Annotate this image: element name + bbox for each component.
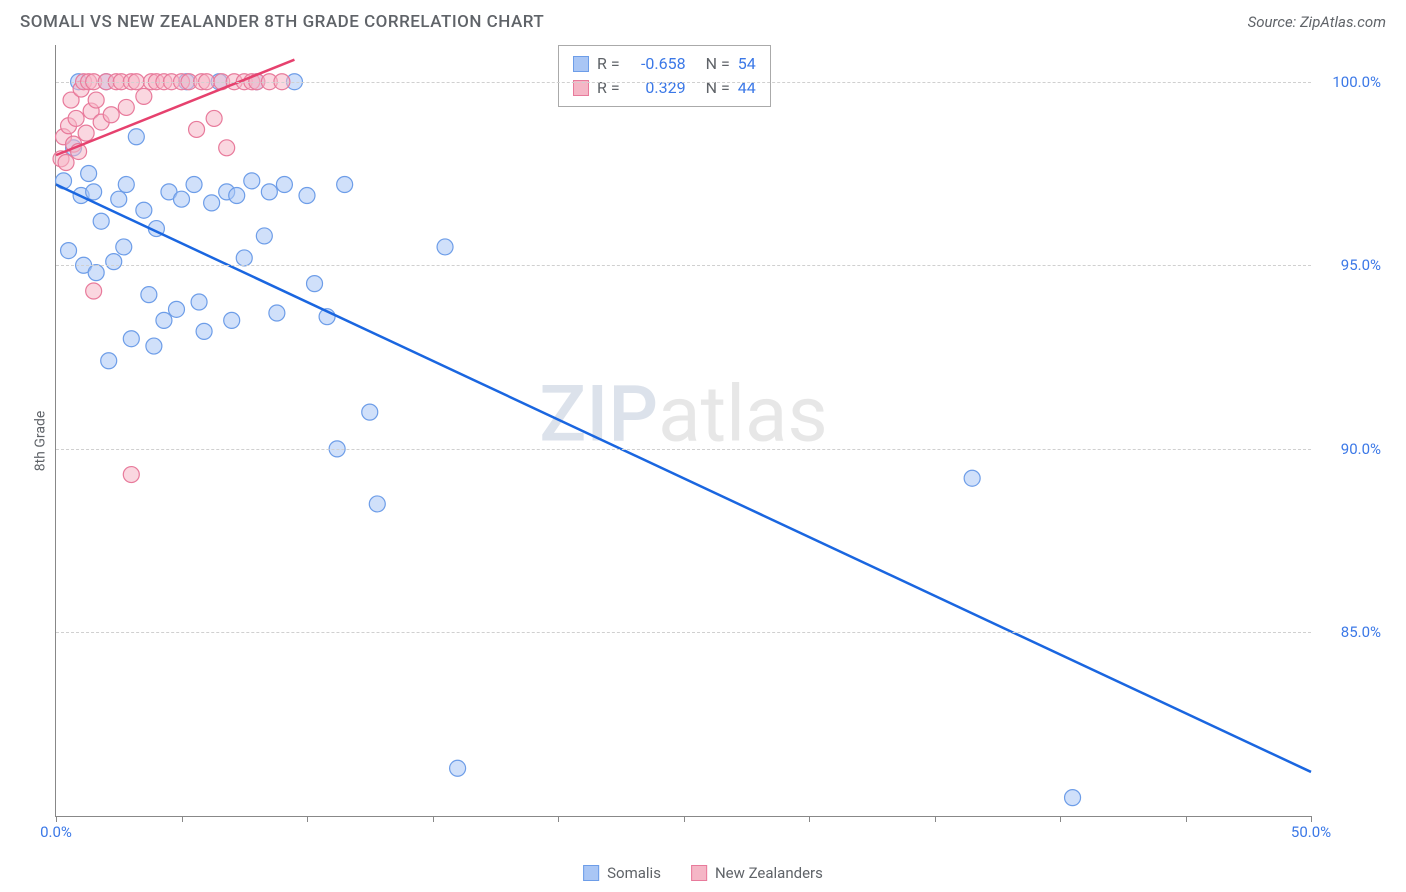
x-tick	[684, 816, 685, 822]
data-point	[1065, 790, 1081, 806]
legend: Somalis New Zealanders	[583, 864, 823, 882]
data-point	[123, 467, 139, 483]
data-point	[88, 265, 104, 281]
data-point	[174, 191, 190, 207]
x-tick-label: 0.0%	[40, 823, 72, 841]
source-label: Source: ZipAtlas.com	[1248, 13, 1386, 31]
data-point	[81, 166, 97, 182]
gridline	[56, 449, 1311, 450]
stats-r-value: -0.658	[628, 52, 686, 76]
trend-line	[56, 185, 1311, 772]
data-point	[204, 195, 220, 211]
data-point	[118, 177, 134, 193]
data-point	[229, 188, 245, 204]
gridline	[56, 265, 1311, 266]
y-tick-label: 95.0%	[1341, 256, 1381, 274]
data-point	[299, 188, 315, 204]
header: SOMALI VS NEW ZEALANDER 8TH GRADE CORREL…	[0, 0, 1406, 40]
data-point	[136, 88, 152, 104]
gridline	[56, 632, 1311, 633]
data-point	[141, 287, 157, 303]
data-point	[191, 294, 207, 310]
data-point	[106, 254, 122, 270]
data-point	[244, 173, 260, 189]
data-point	[186, 177, 202, 193]
data-point	[261, 184, 277, 200]
x-tick	[809, 816, 810, 822]
data-point	[168, 301, 184, 317]
data-point	[88, 92, 104, 108]
data-point	[58, 154, 74, 170]
x-tick	[182, 816, 183, 822]
data-point	[93, 213, 109, 229]
data-point	[101, 353, 117, 369]
x-tick	[558, 816, 559, 822]
data-point	[307, 276, 323, 292]
data-point	[86, 283, 102, 299]
data-point	[68, 110, 84, 126]
data-point	[103, 107, 119, 123]
data-point	[236, 250, 252, 266]
data-point	[256, 228, 272, 244]
y-tick-label: 85.0%	[1341, 623, 1381, 641]
data-point	[276, 177, 292, 193]
data-point	[369, 496, 385, 512]
gridline	[56, 82, 1311, 83]
stats-box: R = -0.658 N = 54 R = 0.329 N = 44	[558, 45, 771, 107]
stats-n-value: 54	[738, 52, 756, 76]
chart-title: SOMALI VS NEW ZEALANDER 8TH GRADE CORREL…	[20, 12, 544, 32]
legend-label: New Zealanders	[715, 864, 823, 882]
stats-n-label: N =	[706, 76, 730, 100]
data-point	[123, 331, 139, 347]
data-point	[111, 191, 127, 207]
legend-swatch	[583, 865, 599, 881]
data-point	[189, 121, 205, 137]
y-tick-label: 100.0%	[1332, 73, 1381, 91]
data-point	[118, 99, 134, 115]
data-point	[450, 760, 466, 776]
stats-n-label: N =	[706, 52, 730, 76]
x-tick	[1311, 816, 1312, 822]
chart-area: 8th Grade ZIPatlas R =-0.658N =54R =0.32…	[55, 45, 1386, 837]
stats-row: R = 0.329 N = 44	[573, 76, 756, 100]
legend-item: New Zealanders	[691, 864, 823, 882]
legend-label: Somalis	[607, 864, 661, 882]
legend-item: Somalis	[583, 864, 661, 882]
y-axis-label: 8th Grade	[32, 411, 48, 472]
data-point	[362, 404, 378, 420]
stats-row: R = -0.658 N = 54	[573, 52, 756, 76]
data-point	[61, 243, 77, 259]
plot-region: ZIPatlas R =-0.658N =54R =0.329N =44 85.…	[55, 45, 1311, 817]
data-point	[196, 323, 212, 339]
data-point	[269, 305, 285, 321]
x-tick	[1186, 816, 1187, 822]
data-point	[219, 140, 235, 156]
data-point	[437, 239, 453, 255]
data-point	[146, 338, 162, 354]
plot-svg	[56, 45, 1311, 816]
data-point	[224, 312, 240, 328]
x-tick	[433, 816, 434, 822]
stats-n-value: 44	[738, 76, 756, 100]
stats-swatch	[573, 56, 589, 72]
data-point	[128, 129, 144, 145]
x-tick	[56, 816, 57, 822]
data-point	[116, 239, 132, 255]
data-point	[78, 125, 94, 141]
legend-swatch	[691, 865, 707, 881]
y-tick-label: 90.0%	[1341, 440, 1381, 458]
data-point	[136, 202, 152, 218]
data-point	[206, 110, 222, 126]
data-point	[964, 470, 980, 486]
stats-r-value: 0.329	[628, 76, 686, 100]
data-point	[156, 312, 172, 328]
stats-r-label: R =	[597, 52, 620, 76]
stats-r-label: R =	[597, 76, 620, 100]
x-tick	[307, 816, 308, 822]
data-point	[86, 184, 102, 200]
x-tick-label: 50.0%	[1291, 823, 1331, 841]
x-tick	[1060, 816, 1061, 822]
data-point	[337, 177, 353, 193]
x-tick	[935, 816, 936, 822]
